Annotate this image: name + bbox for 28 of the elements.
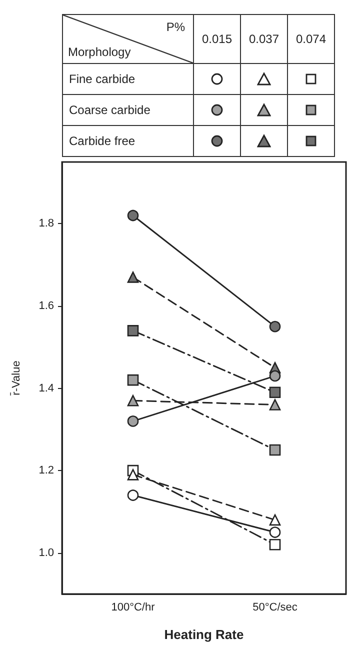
- point: [269, 526, 281, 538]
- y-tick-label: 1.2: [38, 464, 54, 477]
- text: Carbide free: [62, 126, 194, 156]
- text: P%: [166, 20, 185, 34]
- text: 0.074: [288, 14, 334, 64]
- point: [127, 490, 139, 501]
- x-tick-label: 100°C/hr: [111, 602, 156, 614]
- y-tick-label: 1.0: [38, 546, 54, 559]
- y-tick-label: 1.8: [38, 218, 54, 230]
- point: [127, 416, 139, 427]
- y-tick-label: 1.6: [38, 300, 54, 312]
- y-tick-label: 1.4: [38, 382, 54, 394]
- text: Morphology: [68, 45, 131, 59]
- point: [127, 325, 139, 336]
- point: [269, 370, 281, 382]
- x-axis-title: Heating Rate: [164, 627, 244, 642]
- point: [269, 386, 281, 398]
- text: Fine carbide: [62, 64, 194, 94]
- point: [269, 320, 281, 332]
- text: 0.037: [240, 14, 288, 64]
- point: [127, 374, 139, 386]
- point: [269, 444, 281, 456]
- text: 0.015: [194, 14, 240, 64]
- y-axis-title: r̄-Value: [10, 360, 22, 396]
- point: [127, 210, 139, 222]
- text: Coarse carbide: [62, 94, 194, 126]
- point: [269, 538, 281, 550]
- x-tick-label: 50°C/sec: [252, 602, 298, 614]
